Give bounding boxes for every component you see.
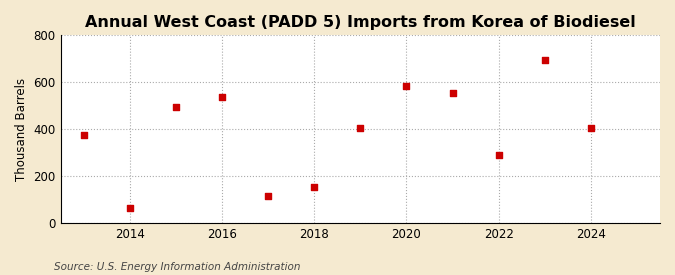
Point	[78, 133, 89, 137]
Point	[355, 126, 366, 130]
Point	[539, 58, 550, 62]
Point	[493, 153, 504, 157]
Point	[447, 90, 458, 95]
Point	[401, 84, 412, 88]
Y-axis label: Thousand Barrels: Thousand Barrels	[15, 78, 28, 181]
Point	[309, 184, 320, 189]
Point	[263, 194, 273, 198]
Point	[171, 105, 182, 109]
Point	[585, 126, 596, 130]
Point	[124, 205, 135, 210]
Point	[217, 95, 227, 100]
Title: Annual West Coast (PADD 5) Imports from Korea of Biodiesel: Annual West Coast (PADD 5) Imports from …	[85, 15, 636, 30]
Text: Source: U.S. Energy Information Administration: Source: U.S. Energy Information Administ…	[54, 262, 300, 272]
